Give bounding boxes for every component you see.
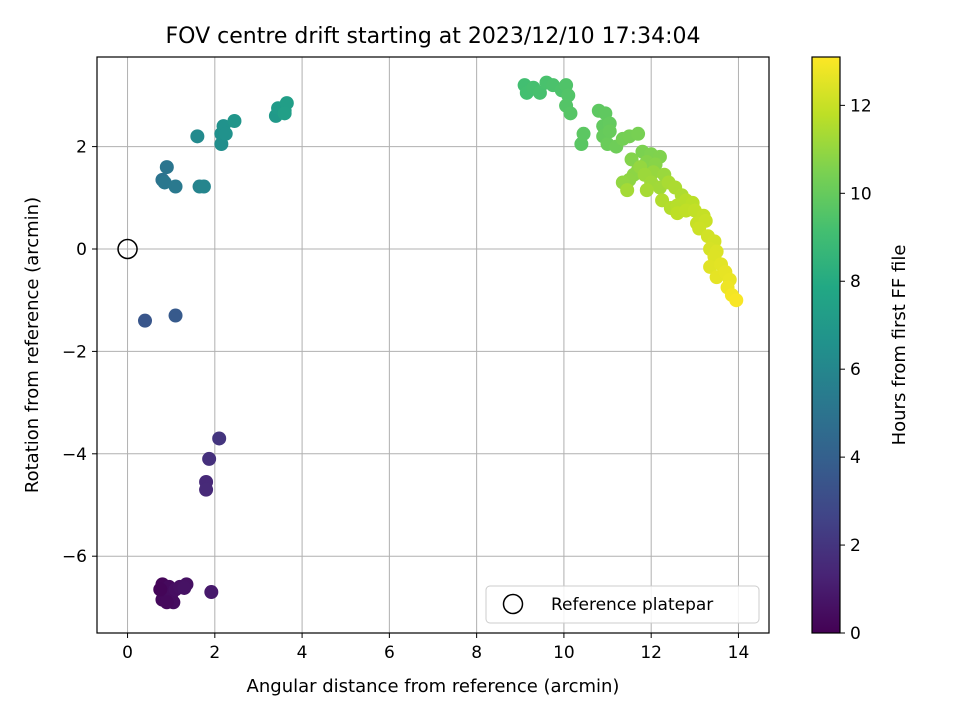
colorbar-tick-label: 12 xyxy=(850,96,872,116)
data-point xyxy=(620,183,635,198)
data-point xyxy=(159,595,174,610)
legend-box xyxy=(485,585,760,624)
legend-label: Reference platepar xyxy=(551,595,713,615)
data-point xyxy=(168,179,183,194)
colorbar-tick-label: 10 xyxy=(850,184,872,204)
data-point xyxy=(190,129,205,144)
y-axis-label: Rotation from reference (arcmin) xyxy=(22,197,43,493)
colorbar-gradient xyxy=(812,57,840,633)
data-point xyxy=(277,106,292,121)
legend: Reference platepar xyxy=(485,585,760,624)
data-point xyxy=(729,293,744,308)
data-point xyxy=(639,183,654,198)
x-tick-label: 10 xyxy=(553,643,575,663)
colorbar: 0 2 4 6 8 10 12 Hours from first FF file xyxy=(811,56,910,644)
y-tick-label: 2 xyxy=(76,138,87,158)
colorbar-tick-label: 0 xyxy=(850,624,861,644)
x-tick-label: 14 xyxy=(728,643,750,663)
x-tick-label: 6 xyxy=(384,643,395,663)
chart-title: FOV centre drift starting at 2023/12/10 … xyxy=(166,24,701,49)
data-point xyxy=(703,259,718,274)
y-tick-label: −6 xyxy=(62,547,87,567)
data-point xyxy=(138,313,152,328)
colorbar-ticks: 0 2 4 6 8 10 12 xyxy=(840,96,872,644)
data-point xyxy=(563,106,578,121)
data-point xyxy=(196,179,211,194)
colorbar-label: Hours from first FF file xyxy=(889,245,910,446)
y-tick-label: −4 xyxy=(62,445,87,465)
data-point xyxy=(631,126,646,141)
colorbar-tick-label: 2 xyxy=(850,536,861,556)
x-tick-label: 0 xyxy=(122,643,133,663)
colorbar-tick-label: 6 xyxy=(850,360,861,380)
data-point xyxy=(202,451,217,466)
x-tick-label: 8 xyxy=(471,643,482,663)
data-point xyxy=(199,482,214,497)
x-tick-label: 12 xyxy=(640,643,662,663)
legend-marker xyxy=(502,593,524,615)
x-axis-ticks: 0 2 4 6 8 10 12 14 xyxy=(122,633,749,663)
data-point xyxy=(227,114,242,128)
y-axis-ticks: −6 −4 −2 0 2 xyxy=(62,138,97,567)
data-point xyxy=(153,582,168,597)
data-point xyxy=(159,160,174,175)
y-tick-label: −2 xyxy=(62,342,87,362)
colorbar-tick-label: 4 xyxy=(850,448,861,468)
data-point xyxy=(204,585,219,600)
x-tick-label: 2 xyxy=(209,643,220,663)
data-point xyxy=(532,85,547,100)
x-tick-label: 4 xyxy=(297,643,308,663)
data-point xyxy=(218,126,233,141)
data-point xyxy=(168,308,183,323)
data-point xyxy=(602,124,617,139)
data-point xyxy=(212,431,227,446)
grid-lines xyxy=(97,57,769,633)
colorbar-frame xyxy=(811,56,841,634)
y-tick-label: 0 xyxy=(76,240,87,260)
x-axis-label: Angular distance from reference (arcmin) xyxy=(247,676,620,697)
reference-platepar-marker xyxy=(117,238,138,260)
data-point xyxy=(157,175,172,190)
colorbar-tick-label: 8 xyxy=(850,272,861,292)
data-point xyxy=(177,580,192,595)
reference-layer xyxy=(117,238,138,260)
data-point xyxy=(576,126,591,141)
plot-frame xyxy=(96,56,770,634)
data-points xyxy=(138,75,744,610)
